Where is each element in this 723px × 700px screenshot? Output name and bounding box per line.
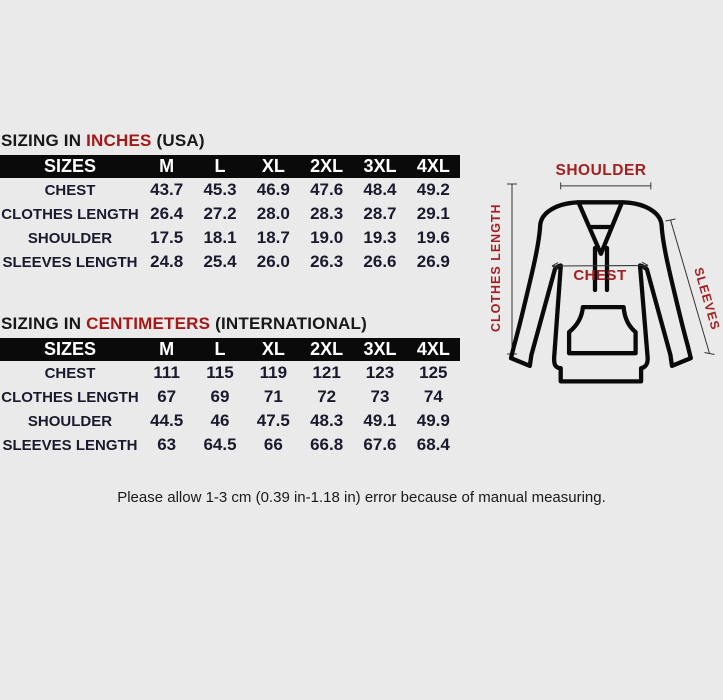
svg-text:SLEEVES: SLEEVES (691, 266, 722, 332)
svg-text:CHEST: CHEST (573, 267, 626, 284)
svg-text:SHOULDER: SHOULDER (556, 162, 647, 179)
svg-text:CLOTHES LENGTH: CLOTHES LENGTH (489, 203, 503, 332)
